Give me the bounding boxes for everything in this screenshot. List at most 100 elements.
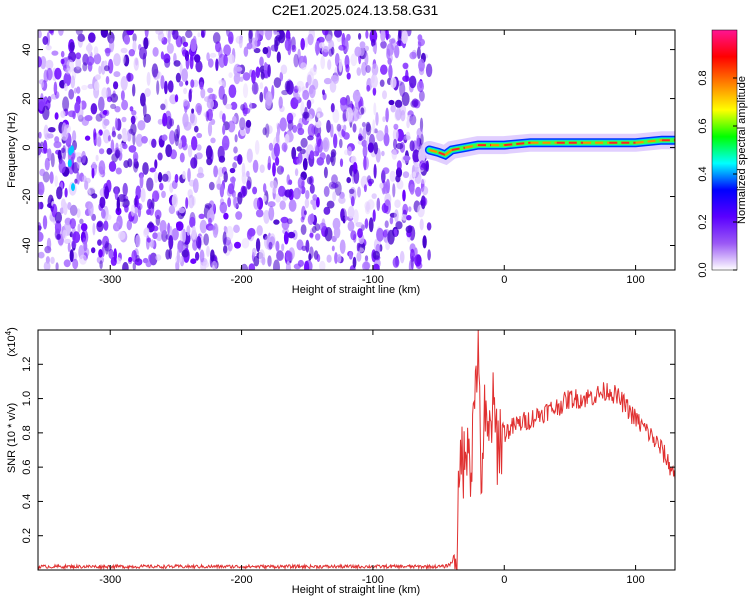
noise-blob <box>209 52 217 58</box>
noise-blob <box>178 207 186 214</box>
noise-blob <box>227 54 235 64</box>
noise-blob <box>350 196 355 207</box>
noise-blob <box>228 31 234 45</box>
noise-blob <box>237 191 243 205</box>
noise-blob <box>99 260 103 270</box>
noise-blob <box>195 152 203 160</box>
noise-blob <box>223 171 228 183</box>
noise-blob <box>316 254 321 262</box>
track-core <box>635 139 662 144</box>
noise-blob <box>106 147 113 155</box>
noise-blob <box>409 114 417 126</box>
noise-blob <box>107 31 115 44</box>
noise-blob <box>249 102 253 111</box>
noise-blob <box>196 144 202 151</box>
noise-blob <box>95 132 101 147</box>
noise-blob <box>207 121 213 137</box>
noise-blob <box>222 124 226 135</box>
noise-blob <box>425 63 433 78</box>
noise-blob <box>234 241 241 249</box>
noise-blob <box>60 110 66 118</box>
snr-multiplier-close: ) <box>6 327 18 331</box>
noise-blob <box>201 30 205 38</box>
track-core <box>504 141 531 147</box>
noise-blob <box>267 255 272 267</box>
noise-blob <box>83 241 88 252</box>
noise-blob <box>382 229 388 238</box>
noise-blob <box>389 216 394 225</box>
noise-blob <box>113 53 121 67</box>
noise-blob <box>199 219 208 234</box>
spectrogram-frame <box>37 29 676 271</box>
noise-blob <box>223 54 228 67</box>
noise-blob <box>273 30 277 36</box>
noise-blob <box>54 175 58 187</box>
noise-blob <box>191 136 198 151</box>
noise-blob <box>294 168 299 177</box>
noise-blob <box>350 230 357 241</box>
noise-blob <box>94 81 100 91</box>
noise-blob <box>304 37 308 48</box>
colorbar-tick-label: 0.8 <box>697 70 709 85</box>
spectrogram-x-label: Height of straight line (km) <box>292 284 420 296</box>
noise-blob <box>384 220 389 228</box>
noise-blob <box>419 218 424 231</box>
noise-blob <box>212 223 219 238</box>
noise-blob <box>208 217 212 225</box>
noise-blob <box>131 110 137 116</box>
noise-blob <box>243 46 249 57</box>
noise-blob <box>372 87 377 96</box>
noise-blob <box>416 134 420 149</box>
noise-blob <box>334 30 342 38</box>
noise-blob <box>265 123 270 138</box>
colorbar: 0.0 0.2 0.4 0.6 0.8 Normalized spectral ampl… <box>697 29 748 278</box>
noise-blob <box>246 42 253 50</box>
noise-blob <box>372 119 376 134</box>
noise-blob <box>206 108 213 121</box>
noise-blob <box>306 99 312 110</box>
noise-blob <box>315 144 320 157</box>
noise-blob <box>38 181 45 196</box>
noise-blob <box>77 33 85 42</box>
noise-blob <box>116 221 120 230</box>
noise-blob <box>376 197 381 211</box>
noise-blob <box>273 219 280 225</box>
noise-blob <box>207 87 214 94</box>
noise-blob <box>227 120 236 133</box>
noise-blob <box>79 100 83 115</box>
noise-blob <box>221 135 230 151</box>
noise-blob <box>51 203 58 218</box>
y-tick-label: 0.8 <box>21 425 33 440</box>
noise-blob <box>54 67 62 80</box>
noise-blob <box>392 183 396 198</box>
noise-blob <box>202 261 210 268</box>
noise-blob <box>301 245 307 251</box>
x-tick-label: -300 <box>99 574 121 586</box>
noise-blob <box>38 30 42 39</box>
noise-blob <box>124 204 129 213</box>
noise-blob <box>385 107 389 123</box>
noise-blob <box>380 40 387 49</box>
noise-blob <box>133 197 138 206</box>
noise-blob <box>323 206 331 215</box>
noise-blob <box>287 119 294 131</box>
noise-blob <box>339 239 346 254</box>
noise-blob <box>227 197 232 208</box>
noise-blob <box>309 184 315 194</box>
noise-blob <box>273 143 280 158</box>
noise-blob <box>410 255 415 270</box>
y-tick-label: 1.0 <box>21 391 33 406</box>
noise-blob <box>328 181 337 190</box>
noise-blob <box>192 35 197 47</box>
noise-blob <box>322 30 329 36</box>
noise-blob <box>395 174 401 183</box>
noise-blob <box>171 193 178 208</box>
noise-blob <box>174 94 179 103</box>
noise-blob <box>88 32 96 43</box>
noise-blob <box>403 155 411 161</box>
noise-blob <box>402 62 409 69</box>
noise-blob <box>350 53 358 67</box>
noise-blob <box>132 151 139 163</box>
colorbar-tick-label: 0.4 <box>697 166 709 181</box>
noise-blob <box>179 152 185 163</box>
